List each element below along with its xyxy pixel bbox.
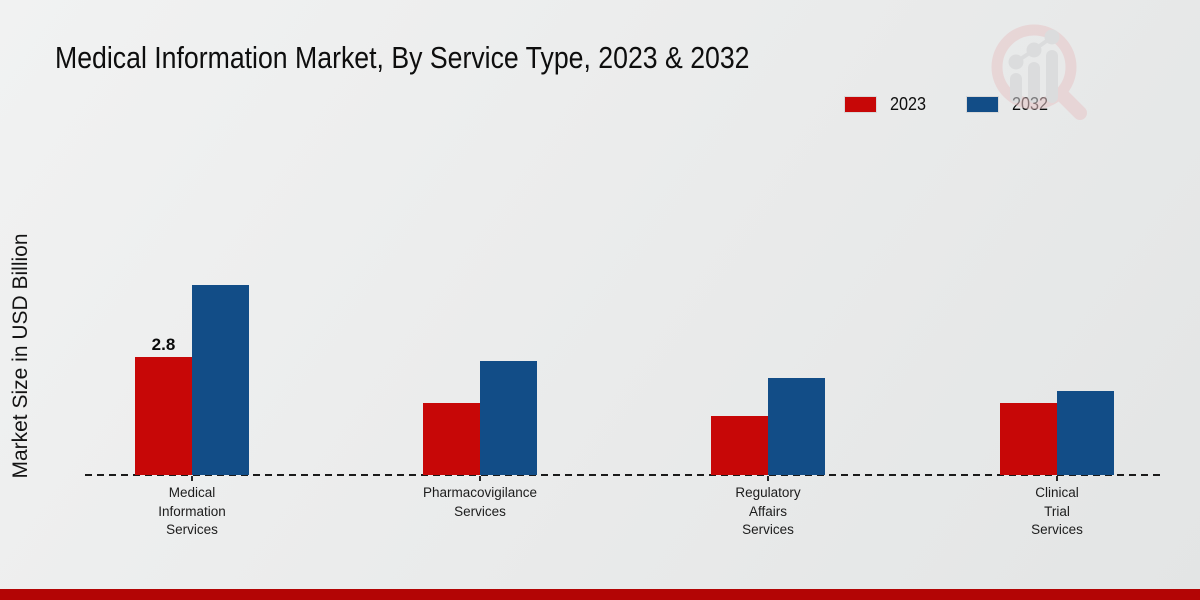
bar-value-label: 2.8 <box>151 335 176 354</box>
x-axis-tick <box>191 476 193 481</box>
legend-swatch-2023 <box>843 96 877 113</box>
bar-2032-clinical-trial-services <box>1057 391 1114 475</box>
bar-2023-clinical-trial-services <box>1000 403 1057 475</box>
x-axis-label-medical-information-services: Medical Information Services <box>158 485 226 538</box>
legend-swatch-2032 <box>965 96 999 113</box>
magnifier-bar-chart-watermark-icon <box>991 24 1087 120</box>
bar-2023-pharmacovigilance-services <box>423 403 480 475</box>
bar-2023-regulatory-affairs-services <box>711 416 768 475</box>
x-axis-line <box>85 474 1163 476</box>
legend-item-2023: 2023 <box>843 94 930 115</box>
x-axis-label-clinical-trial-services: Clinical Trial Services <box>1031 485 1083 538</box>
legend-label: 2023 <box>889 94 926 114</box>
x-axis-tick <box>1056 476 1058 481</box>
footer-accent-bar <box>0 589 1200 600</box>
bar-2032-medical-information-services <box>192 285 249 475</box>
x-axis-label-pharmacovigilance-services: Pharmacovigilance Services <box>422 485 538 519</box>
x-axis-tick <box>479 476 481 481</box>
bar-2023-medical-information-services <box>135 357 192 475</box>
bar-2032-pharmacovigilance-services <box>480 361 537 475</box>
x-axis-tick <box>767 476 769 481</box>
x-axis-label-regulatory-affairs-services: Regulatory Affairs Services <box>735 485 801 538</box>
bar-2032-regulatory-affairs-services <box>768 378 825 475</box>
chart-title: Medical Information Market, By Service T… <box>55 40 750 75</box>
